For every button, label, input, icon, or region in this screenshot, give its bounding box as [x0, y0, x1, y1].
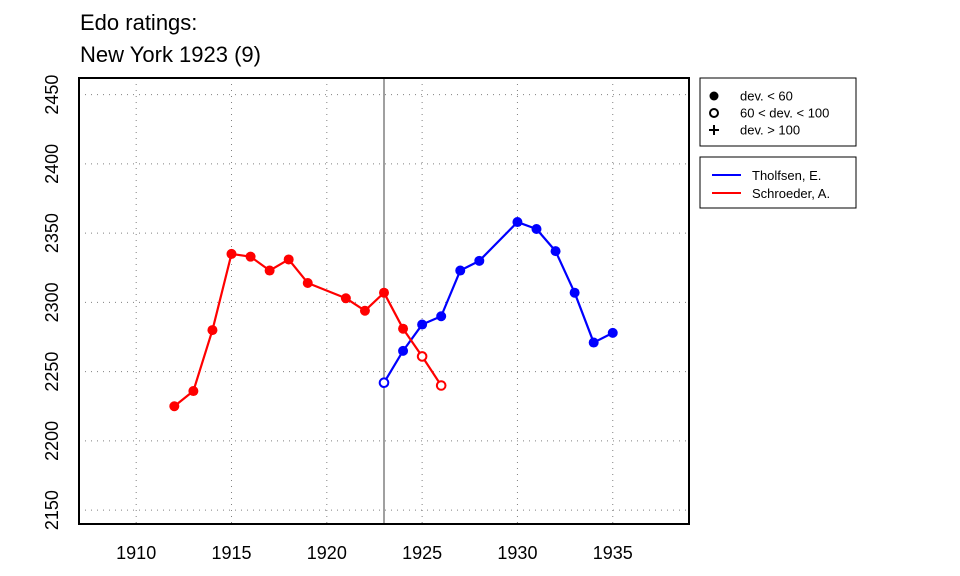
legend-filled-marker	[709, 91, 719, 101]
plot-frame	[78, 77, 690, 525]
x-tick-label: 1920	[307, 543, 347, 563]
x-tick-label: 1930	[497, 543, 537, 563]
marker-legend-box	[699, 77, 857, 147]
data-point	[379, 287, 389, 298]
y-tick-label: 2300	[42, 282, 62, 322]
legend-series-label: Schroeder, A.	[752, 186, 830, 201]
data-point-open	[378, 377, 390, 389]
data-point	[531, 223, 542, 234]
data-point	[607, 327, 618, 338]
x-tick-label: 1915	[211, 543, 251, 563]
data-point	[569, 287, 580, 298]
data-point	[455, 265, 466, 276]
data-point	[188, 386, 199, 397]
series-legend-box	[699, 156, 857, 209]
data-point	[302, 277, 313, 288]
data-point	[417, 319, 428, 330]
x-tick-label: 1910	[116, 543, 156, 563]
y-tick-label: 2450	[42, 75, 62, 115]
marker-legend: dev. < 60 60 < dev. < 100 dev. > 100	[699, 77, 857, 147]
data-point	[550, 246, 561, 257]
data-point-open	[435, 380, 447, 391]
data-point	[245, 251, 256, 262]
data-point	[169, 401, 180, 412]
y-tick-label: 2150	[42, 490, 62, 530]
data-point	[512, 217, 523, 228]
y-tick-label: 2200	[42, 421, 62, 461]
data-point	[398, 323, 409, 334]
legend-open-marker	[709, 108, 719, 118]
marker-legend-label: 60 < dev. < 100	[740, 106, 829, 121]
marker-legend-label: dev. < 60	[740, 89, 793, 104]
data-point	[207, 325, 218, 336]
data-point	[359, 305, 370, 316]
marker-legend-label: dev. > 100	[740, 123, 800, 138]
data-point-open	[416, 351, 428, 362]
y-tick-label: 2250	[42, 352, 62, 392]
data-point	[283, 254, 294, 265]
series-legend: Tholfsen, E. Schroeder, A.	[699, 156, 857, 209]
y-tick-label: 2400	[42, 144, 62, 184]
data-point	[474, 255, 485, 266]
legend-series-label: Tholfsen, E.	[752, 168, 821, 183]
data-point	[264, 265, 275, 276]
series-line	[383, 220, 614, 384]
data-point	[436, 311, 447, 322]
chart-subtitle: New York 1923 (9)	[80, 42, 261, 67]
data-point	[588, 337, 599, 348]
data-point	[340, 293, 351, 304]
x-tick-label: 1935	[593, 543, 633, 563]
y-tick-label: 2350	[42, 213, 62, 253]
data-point	[226, 248, 237, 259]
chart-title: Edo ratings:	[80, 10, 198, 35]
x-tick-label: 1925	[402, 543, 442, 563]
series-line	[173, 252, 443, 408]
data-point	[398, 345, 409, 356]
